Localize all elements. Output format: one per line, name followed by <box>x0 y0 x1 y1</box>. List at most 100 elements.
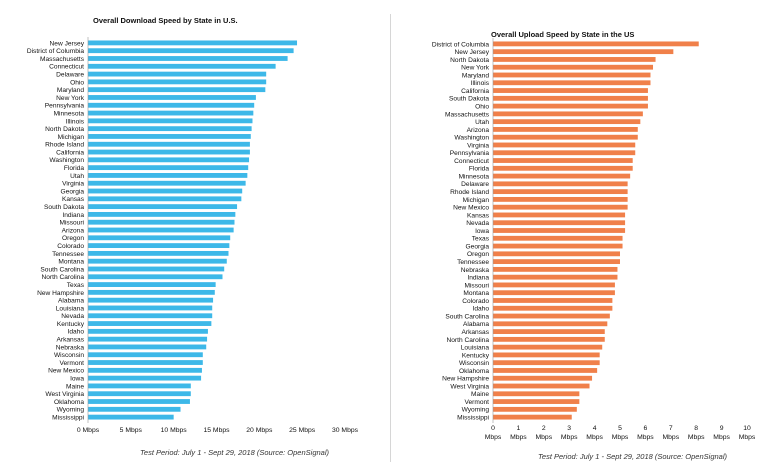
bar <box>493 103 648 109</box>
bar <box>493 41 699 47</box>
category-label: New York <box>56 95 85 102</box>
bar <box>493 57 656 62</box>
bar <box>493 235 623 241</box>
x-tick-unit: Mbps <box>485 434 502 441</box>
category-label: New York <box>461 65 490 72</box>
category-label: Indiana <box>62 212 84 219</box>
category-label: Idaho <box>67 329 84 336</box>
bar <box>493 406 577 412</box>
category-label: Louisiana <box>461 345 490 352</box>
bar <box>88 149 250 155</box>
category-label: New Jersey <box>455 49 490 56</box>
category-label: Minnesota <box>54 110 85 117</box>
bar <box>493 158 633 163</box>
bar <box>493 95 648 101</box>
bar <box>493 196 628 202</box>
bar <box>88 297 214 303</box>
category-label: Alabama <box>58 298 84 305</box>
category-label: Utah <box>475 119 489 126</box>
category-label: Wisconsin <box>459 360 489 367</box>
bar <box>493 64 654 70</box>
x-tick-label: 0 <box>491 425 495 432</box>
category-label: Kentucky <box>462 352 490 359</box>
x-tick-unit: Mbps <box>612 434 629 441</box>
bar <box>493 313 610 319</box>
x-tick-unit: Mbps <box>713 434 730 441</box>
category-label: Georgia <box>61 188 85 195</box>
x-tick-label: 10 <box>743 425 751 432</box>
x-tick-label: 5 <box>618 425 622 432</box>
bar <box>88 235 231 241</box>
category-label: California <box>56 149 84 156</box>
category-label: Connecticut <box>49 64 84 71</box>
upload-chart-title: Overall Upload Speed by State in the US <box>491 30 635 39</box>
bar <box>88 266 225 272</box>
bar <box>88 165 249 171</box>
x-tick-label: 6 <box>644 425 648 432</box>
bar <box>493 212 626 218</box>
category-label: Louisiana <box>56 305 85 312</box>
x-tick-label: 20 Mbps <box>246 427 273 434</box>
bar <box>88 344 207 350</box>
category-label: Minnesota <box>459 173 490 180</box>
category-label: Georgia <box>466 243 490 250</box>
bar <box>88 227 234 233</box>
bar <box>493 414 572 420</box>
bar <box>88 243 230 249</box>
bar <box>88 134 251 139</box>
bar <box>493 352 600 358</box>
category-label: Nebraska <box>56 344 85 351</box>
panel-divider <box>390 14 391 462</box>
category-label: Washington <box>49 157 84 164</box>
category-label: Nevada <box>466 220 489 227</box>
category-label: South Carolina <box>445 313 489 320</box>
bar <box>88 336 208 342</box>
x-tick-label: 9 <box>720 425 724 432</box>
x-tick-unit: Mbps <box>637 434 654 441</box>
category-label: Alabama <box>463 321 489 328</box>
bar <box>493 399 580 404</box>
bar <box>88 289 215 295</box>
category-label: Vermont <box>464 399 489 406</box>
category-label: Florida <box>64 165 84 172</box>
category-label: Virginia <box>467 142 489 149</box>
category-label: Maryland <box>462 72 489 79</box>
bar <box>88 305 213 311</box>
bar <box>88 375 202 381</box>
bar <box>88 204 238 210</box>
bar <box>88 328 208 334</box>
category-label: Rhode Island <box>450 189 489 196</box>
category-label: Michigan <box>463 197 490 204</box>
bar <box>493 251 620 257</box>
x-tick-unit: Mbps <box>586 434 603 441</box>
bar <box>493 189 628 195</box>
bar <box>88 383 191 389</box>
bar <box>88 188 243 194</box>
category-label: Mississippi <box>457 415 489 422</box>
category-label: Washington <box>454 135 489 142</box>
upload-speed-panel: Overall Upload Speed by State in the US … <box>391 0 782 474</box>
category-label: Michigan <box>58 134 85 141</box>
category-label: Wyoming <box>57 407 85 414</box>
category-label: Maryland <box>57 87 84 94</box>
category-label: Arizona <box>467 127 490 134</box>
bar <box>493 383 590 389</box>
category-label: Missouri <box>59 220 84 227</box>
category-label: Oregon <box>467 251 489 258</box>
category-label: Kansas <box>62 196 85 203</box>
category-label: Idaho <box>472 306 489 313</box>
category-label: District of Columbia <box>432 41 489 48</box>
category-label: Arkansas <box>57 337 85 344</box>
bar <box>88 211 236 217</box>
bar <box>493 243 623 249</box>
bar <box>493 305 613 311</box>
category-label: South Carolina <box>40 266 84 273</box>
x-tick-label: 0 Mbps <box>77 427 100 434</box>
bar <box>88 71 267 77</box>
category-label: Wyoming <box>462 407 490 414</box>
category-label: Montana <box>58 259 84 266</box>
category-label: Florida <box>469 166 489 173</box>
bar <box>88 48 294 54</box>
bar <box>88 258 227 264</box>
download-chart-title: Overall Download Speed by State in U.S. <box>93 16 238 25</box>
